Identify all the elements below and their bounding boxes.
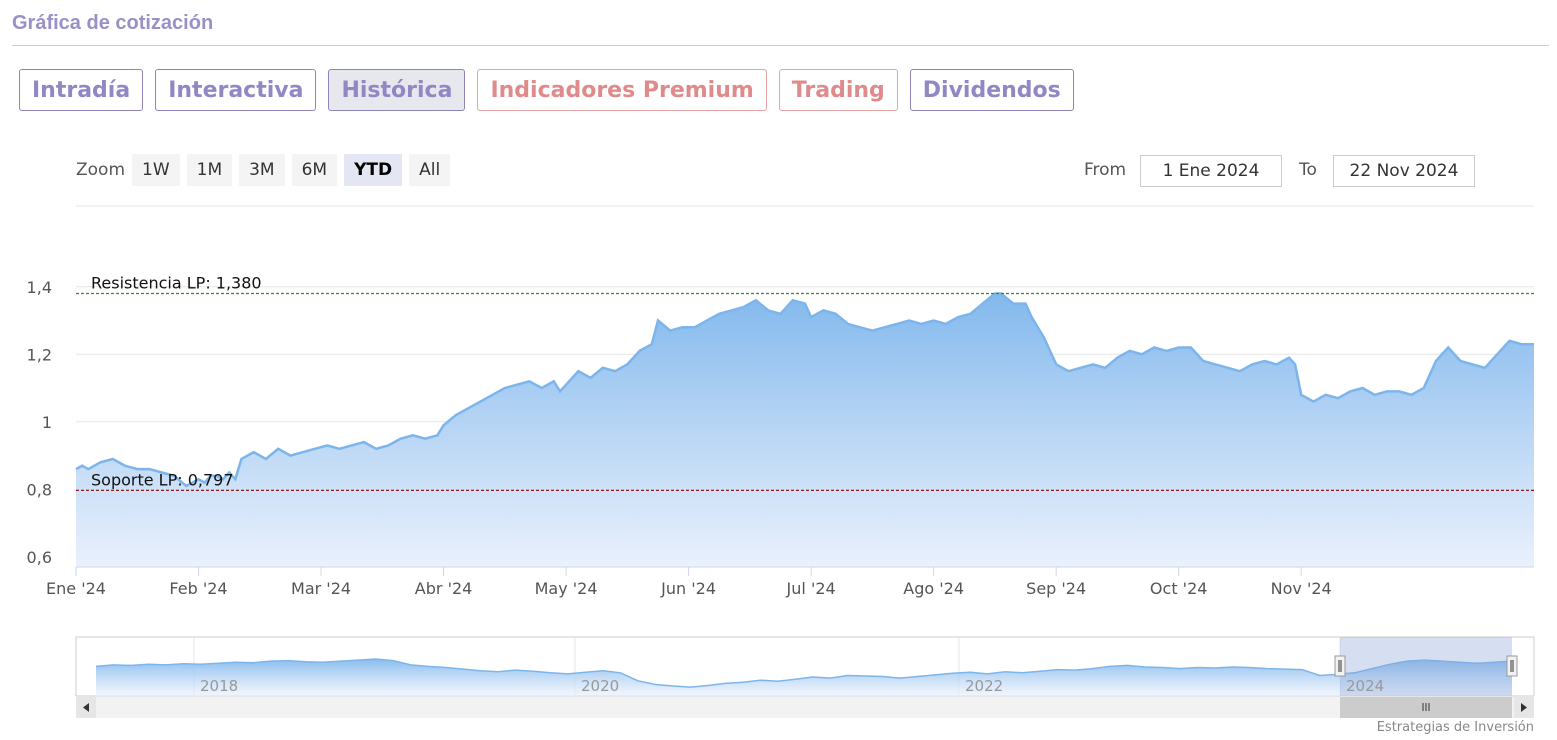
y-tick-label: 0,8 (27, 480, 52, 499)
to-label: To (1299, 160, 1317, 180)
navigator-year-label: 2020 (581, 677, 619, 695)
from-date-input[interactable] (1140, 155, 1282, 187)
zoom-6m-button[interactable]: 6M (291, 154, 338, 186)
tab-intradia-label: Intradía (32, 77, 131, 103)
x-axis: Ene '24 Feb '24 Mar '24 Abr '24 May '24 Jun '… (46, 567, 1332, 598)
x-tick-label: Sep '24 (1026, 579, 1086, 598)
y-tick-label: 1,2 (27, 345, 52, 364)
price-chart: 0,6 0,8 1 1,2 1,4 Resistencia LP: 1,380 Sopor… (27, 205, 1535, 718)
from-label: From (1084, 160, 1127, 180)
tab-dividendos-label: Dividendos (922, 77, 1061, 103)
navigator-left-handle[interactable] (1334, 655, 1346, 677)
resistance-label: Resistencia LP: 1,380 (91, 274, 262, 293)
scrollbar-grip-icon (1422, 703, 1430, 711)
navigator-line (95, 658, 1513, 688)
navigator-x-labels: 2018 2020 2022 2024 (200, 677, 1384, 695)
y-tick-label: 1,4 (27, 278, 52, 297)
x-tick-label: Jun '24 (660, 579, 716, 598)
support-label: Soporte LP: 0,797 (91, 470, 234, 489)
x-tick-label: Ene '24 (46, 579, 106, 598)
x-tick-label: Nov '24 (1271, 579, 1332, 598)
zoom-label: Zoom (76, 160, 126, 180)
title-divider (12, 45, 1549, 46)
x-tick-label: Mar '24 (291, 579, 351, 598)
price-line (75, 292, 1534, 488)
tab-trading[interactable]: Trading (778, 69, 898, 111)
scrollbar[interactable] (76, 697, 1534, 718)
zoom-3m-button[interactable]: 3M (239, 154, 285, 186)
to-date-input[interactable] (1333, 155, 1475, 187)
navigator-selection[interactable] (1340, 637, 1512, 696)
navigator-year-label: 2022 (965, 677, 1003, 695)
arrow-right-icon (1521, 703, 1527, 712)
tab-historica[interactable]: Histórica (328, 69, 466, 111)
y-tick-label: 0,6 (27, 548, 52, 567)
tab-dividendos[interactable]: Dividendos (909, 69, 1074, 111)
navigator-year-label: 2024 (1346, 677, 1384, 695)
chart-credit[interactable]: Estrategias de Inversión (1376, 720, 1534, 735)
tab-interactiva[interactable]: Interactiva (155, 69, 317, 111)
zoom-ytd-button[interactable]: YTD (344, 154, 403, 186)
price-area (76, 293, 1534, 567)
tab-interactiva-label: Interactiva (168, 77, 304, 103)
tab-intradia[interactable]: Intradía (19, 69, 144, 111)
zoom-all-button[interactable]: All (409, 154, 451, 186)
zoom-1m-button[interactable]: 1M (186, 154, 233, 186)
arrow-left-icon (83, 703, 89, 712)
tab-indicadores-premium-label: Indicadores Premium (490, 77, 754, 103)
x-tick-label: Abr '24 (415, 579, 473, 598)
page-title: Gráfica de cotización (12, 12, 214, 34)
y-tick-label: 1 (42, 413, 52, 432)
navigator-year-label: 2018 (200, 677, 238, 695)
x-tick-label: Ago '24 (903, 579, 964, 598)
x-tick-label: Jul '24 (786, 579, 836, 598)
tab-indicadores-premium[interactable]: Indicadores Premium (477, 69, 767, 111)
scrollbar-track[interactable] (76, 697, 1534, 718)
tab-trading-label: Trading (791, 77, 885, 103)
tab-historica-label: Histórica (341, 77, 453, 103)
zoom-1w-button[interactable]: 1W (132, 154, 180, 186)
support-resistance-lines: Resistencia LP: 1,380 Soporte LP: 0,797 (76, 274, 1534, 492)
navigator-right-handle[interactable] (1506, 655, 1518, 677)
chart-tabs: Intradía Interactiva Histórica Indicador… (19, 69, 1074, 111)
x-tick-label: Feb '24 (169, 579, 227, 598)
x-tick-label: May '24 (535, 579, 598, 598)
y-axis: 0,6 0,8 1 1,2 1,4 (27, 278, 52, 567)
zoom-buttons: 1W 1M 3M 6M YTD All (132, 154, 451, 186)
x-tick-label: Oct '24 (1150, 579, 1208, 598)
navigator[interactable]: 2018 2020 2022 2024 (75, 636, 1535, 697)
